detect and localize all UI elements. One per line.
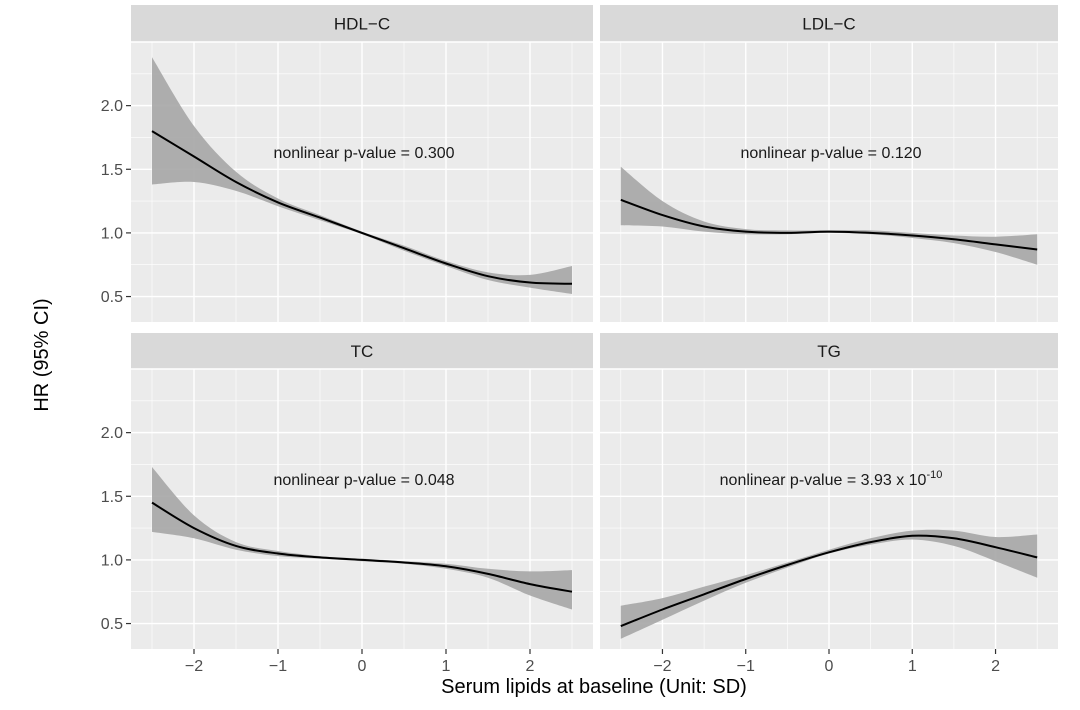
y-tick-label: 2.0 xyxy=(101,98,123,115)
gridlines xyxy=(600,41,1058,322)
panel-ldl-c: LDL−C nonlinear p-value = 0.120 xyxy=(600,5,1058,322)
panel-tg: TG nonlinear p-value = 3.93 x 10-10 xyxy=(600,333,1058,649)
hr-curve xyxy=(151,130,573,285)
strip-background xyxy=(131,5,593,42)
y-axis: 0.5 1.0 1.5 2.0 0.5 1.0 1.5 2.0 xyxy=(101,98,131,633)
strip-label: HDL−C xyxy=(334,15,390,34)
x-tick-label: −1 xyxy=(737,658,755,675)
y-tick-label: 1.0 xyxy=(101,552,123,569)
strip-background xyxy=(600,5,1058,42)
y-axis-title: HR (95% CI) xyxy=(31,298,53,411)
confidence-band xyxy=(620,166,1038,265)
annotation-base: nonlinear p-value = 3.93 x 10 xyxy=(720,472,927,489)
hr-curve xyxy=(620,198,1038,251)
x-tick-label: 1 xyxy=(908,658,917,675)
y-tick-label: 2.0 xyxy=(101,425,123,442)
x-tick-label: 2 xyxy=(526,658,535,675)
x-tick-label: −2 xyxy=(185,658,203,675)
strip-background xyxy=(600,333,1058,369)
facet-panels: HDL−C nonlinear p-value = 0.300 LDL−C nonli… xyxy=(131,5,1058,649)
annotation-exponent: -10 xyxy=(926,469,942,481)
x-tick-label: 2 xyxy=(991,658,1000,675)
hr-curve xyxy=(151,501,573,593)
strip-label: LDL−C xyxy=(802,15,855,34)
nonlinear-p-annotation: nonlinear p-value = 0.048 xyxy=(273,472,454,489)
panel-tc: TC nonlinear p-value = 0.048 xyxy=(131,333,593,649)
x-tick-label: 0 xyxy=(358,658,367,675)
strip-label: TC xyxy=(351,342,374,361)
strip-label: TG xyxy=(817,342,841,361)
gridlines xyxy=(600,368,1058,649)
y-tick-label: 0.5 xyxy=(101,616,123,633)
hr-curve xyxy=(620,534,1038,628)
x-tick-label: 0 xyxy=(825,658,834,675)
panel-hdl-c: HDL−C nonlinear p-value = 0.300 xyxy=(131,5,593,322)
x-tick-label: −1 xyxy=(269,658,287,675)
strip-background xyxy=(131,333,593,369)
x-axis: −2 −1 0 1 2 −2 −1 0 1 2 xyxy=(185,649,1000,675)
nonlinear-p-annotation: nonlinear p-value = 0.300 xyxy=(273,145,454,162)
x-tick-label: −2 xyxy=(653,658,671,675)
gridlines xyxy=(131,41,593,322)
confidence-band xyxy=(152,57,572,294)
y-tick-label: 1.5 xyxy=(101,489,123,506)
nonlinear-p-annotation: nonlinear p-value = 3.93 x 10-10 xyxy=(720,469,943,489)
y-tick-label: 1.0 xyxy=(101,225,123,242)
nonlinear-p-annotation: nonlinear p-value = 0.120 xyxy=(740,145,921,162)
x-axis-title: Serum lipids at baseline (Unit: SD) xyxy=(441,676,747,698)
y-tick-label: 0.5 xyxy=(101,289,123,306)
confidence-band xyxy=(152,467,572,610)
x-tick-label: 1 xyxy=(442,658,451,675)
y-tick-label: 1.5 xyxy=(101,162,123,179)
gridlines xyxy=(131,368,593,649)
